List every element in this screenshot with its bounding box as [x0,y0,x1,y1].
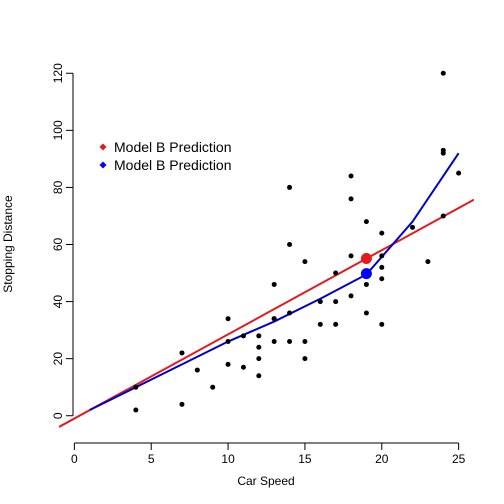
x-tick-label: 20 [375,452,389,466]
data-point [456,170,462,176]
x-tick-label: 5 [148,452,155,466]
data-point [179,401,185,407]
data-point [240,364,246,370]
data-point [379,230,385,236]
prediction-marker-2 [360,268,372,280]
prediction-marker-1 [360,252,372,264]
x-axis-label: Car Speed [237,474,294,488]
data-point [240,333,246,339]
data-point [363,310,369,316]
data-point [225,361,231,367]
data-point [317,321,323,327]
legend-marker-1 [99,143,107,151]
data-point [379,264,385,270]
axes: 0 5 10 15 20 25 0 20 40 60 80 100 120 [51,63,466,466]
data-point [271,281,277,287]
data-point [256,373,262,379]
data-point [271,339,277,345]
y-tick-label: 40 [51,295,65,309]
data-point [133,384,139,390]
y-tick-label: 100 [51,120,65,140]
y-axis-label: Stopping Distance [1,195,15,293]
data-point [271,316,277,322]
y-tick-label: 120 [51,63,65,83]
data-point [287,339,293,345]
y-tick-label: 20 [51,352,65,366]
data-point [225,339,231,345]
data-point [194,367,200,373]
data-point [410,224,416,230]
data-point [179,350,185,356]
data-point [379,321,385,327]
data-point [256,333,262,339]
y-tick-label: 80 [51,180,65,194]
data-point [210,384,216,390]
data-point [440,213,446,219]
data-point [379,276,385,282]
legend-label-2: Model B Prediction [114,157,232,173]
legend-label-1: Model B Prediction [114,139,232,155]
data-point [440,147,446,153]
data-point [302,356,308,362]
y-tick-label: 0 [51,412,65,419]
x-tick-label: 15 [298,452,312,466]
prediction-markers [360,252,372,280]
data-point [287,310,293,316]
data-point [256,344,262,350]
data-point [333,270,339,276]
series-line-1 [59,198,474,428]
data-point [363,281,369,287]
series-line-2 [89,152,460,411]
data-point [302,339,308,345]
x-tick-label: 0 [71,452,78,466]
data-point [348,253,354,259]
legend-marker-2 [99,161,107,169]
data-point [133,407,139,413]
data-point [425,259,431,265]
data-point [225,316,231,322]
legend: Model B Prediction Model B Prediction [99,139,232,173]
data-point [287,184,293,190]
data-point [348,173,354,179]
data-point [333,321,339,327]
data-point [379,253,385,259]
regression-lines [59,152,474,428]
x-tick-label: 25 [452,452,466,466]
data-point [440,70,446,76]
data-point [363,219,369,225]
data-point [302,259,308,265]
data-point [333,299,339,305]
data-point [317,299,323,305]
data-point [348,196,354,202]
data-point [287,242,293,247]
x-tick-label: 10 [221,452,235,466]
y-tick-label: 60 [51,238,65,252]
data-point [256,356,262,362]
data-points [133,70,462,413]
data-point [348,293,354,299]
